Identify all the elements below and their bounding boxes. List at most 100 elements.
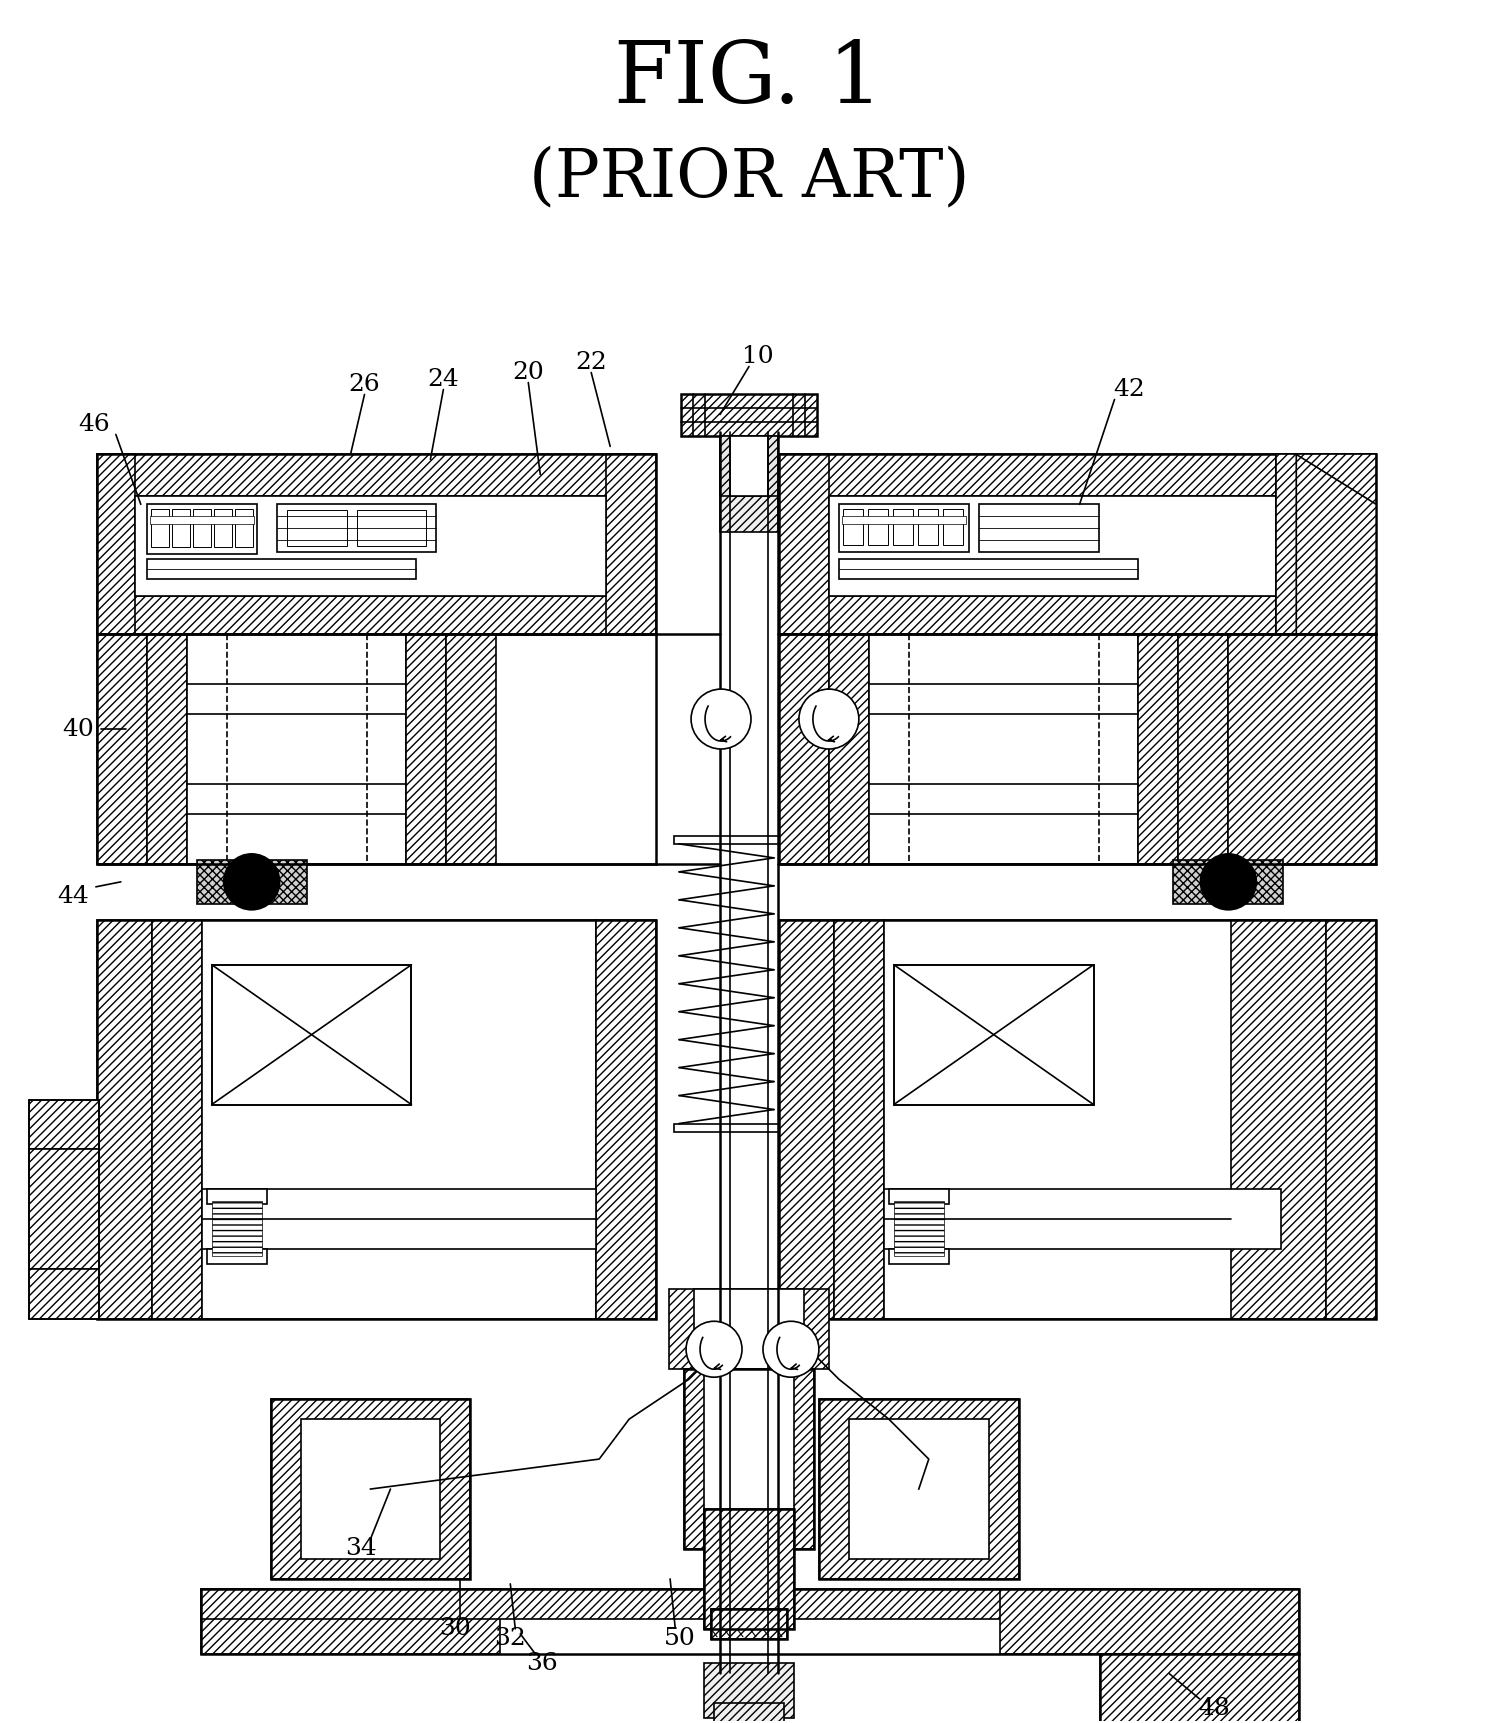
Text: 36: 36 bbox=[526, 1652, 559, 1675]
Text: 26: 26 bbox=[349, 372, 380, 396]
Bar bbox=[28, 1099, 99, 1320]
Bar bbox=[843, 510, 863, 544]
Bar bbox=[779, 455, 828, 634]
Bar bbox=[97, 920, 151, 1320]
Text: 42: 42 bbox=[1113, 377, 1146, 401]
Bar bbox=[712, 1609, 786, 1639]
Bar bbox=[97, 455, 656, 496]
Bar bbox=[277, 505, 436, 553]
Bar bbox=[1326, 920, 1377, 1320]
Bar bbox=[715, 1702, 783, 1723]
Bar bbox=[97, 920, 656, 1320]
Bar bbox=[670, 1289, 828, 1370]
Bar bbox=[211, 965, 412, 1104]
Bar bbox=[97, 455, 135, 634]
Polygon shape bbox=[1296, 455, 1377, 634]
Text: 24: 24 bbox=[427, 369, 460, 391]
Bar bbox=[779, 920, 834, 1320]
Bar bbox=[271, 1399, 470, 1578]
Circle shape bbox=[686, 1322, 742, 1377]
Text: 20: 20 bbox=[512, 362, 544, 384]
Bar bbox=[196, 860, 307, 905]
Bar bbox=[271, 1399, 470, 1578]
Bar bbox=[819, 1399, 1019, 1578]
Bar bbox=[842, 517, 966, 524]
Bar bbox=[1231, 920, 1326, 1320]
Bar bbox=[1276, 455, 1377, 634]
Bar bbox=[704, 1509, 794, 1628]
Bar bbox=[888, 1249, 948, 1265]
Text: 46: 46 bbox=[78, 414, 109, 436]
Bar bbox=[172, 510, 190, 548]
Circle shape bbox=[223, 855, 280, 910]
Bar bbox=[1100, 1654, 1299, 1723]
Circle shape bbox=[1200, 855, 1257, 910]
Bar bbox=[730, 436, 768, 496]
Bar bbox=[150, 517, 253, 524]
Bar bbox=[207, 1189, 267, 1204]
Bar bbox=[1179, 634, 1228, 863]
Bar bbox=[211, 1201, 262, 1256]
Bar bbox=[211, 965, 412, 1104]
Bar bbox=[682, 395, 816, 436]
Bar bbox=[712, 1609, 786, 1639]
Bar bbox=[406, 634, 446, 863]
Bar bbox=[849, 1420, 989, 1559]
Circle shape bbox=[762, 1322, 819, 1377]
Bar bbox=[779, 455, 1377, 496]
Bar bbox=[202, 1189, 596, 1249]
Bar bbox=[202, 920, 596, 1320]
Bar bbox=[201, 1589, 1299, 1620]
Bar bbox=[893, 510, 912, 544]
Bar bbox=[918, 510, 938, 544]
Bar bbox=[779, 634, 1377, 863]
Bar bbox=[894, 965, 1094, 1104]
Bar bbox=[1138, 634, 1179, 863]
Bar bbox=[721, 432, 777, 532]
Bar bbox=[839, 505, 969, 553]
Bar bbox=[357, 510, 427, 546]
Bar bbox=[193, 510, 211, 548]
Bar bbox=[685, 1370, 813, 1549]
Bar bbox=[704, 1509, 794, 1628]
Bar bbox=[978, 505, 1098, 553]
Bar bbox=[28, 1099, 99, 1149]
Text: 44: 44 bbox=[57, 886, 88, 908]
Bar bbox=[942, 510, 963, 544]
Text: 50: 50 bbox=[664, 1627, 697, 1651]
Bar bbox=[704, 1663, 794, 1718]
Bar bbox=[97, 634, 656, 863]
Bar bbox=[1100, 1654, 1299, 1723]
Bar bbox=[828, 496, 1276, 596]
Text: FIG. 1: FIG. 1 bbox=[614, 38, 884, 122]
Bar bbox=[147, 505, 256, 555]
Bar bbox=[235, 510, 253, 548]
Text: 32: 32 bbox=[494, 1627, 526, 1651]
Bar bbox=[704, 1370, 794, 1549]
Bar bbox=[97, 596, 656, 634]
Bar bbox=[884, 1189, 1281, 1249]
Bar bbox=[884, 920, 1281, 1320]
Bar bbox=[867, 510, 888, 544]
Bar bbox=[888, 1189, 948, 1204]
Bar bbox=[869, 634, 1138, 863]
Bar bbox=[779, 455, 1377, 634]
Bar bbox=[999, 1589, 1299, 1654]
Circle shape bbox=[798, 689, 858, 750]
Bar bbox=[301, 1420, 440, 1559]
Bar bbox=[819, 1399, 1019, 1578]
Bar bbox=[1276, 455, 1377, 634]
Bar bbox=[187, 634, 406, 863]
Bar bbox=[201, 1589, 500, 1654]
Text: 34: 34 bbox=[345, 1537, 376, 1561]
Bar bbox=[894, 1201, 944, 1256]
Bar bbox=[207, 1249, 267, 1265]
Bar bbox=[201, 1589, 1299, 1654]
Bar bbox=[286, 510, 346, 546]
Circle shape bbox=[691, 689, 750, 750]
Text: 10: 10 bbox=[742, 345, 774, 369]
Text: 48: 48 bbox=[1198, 1697, 1230, 1720]
Text: 30: 30 bbox=[439, 1618, 472, 1640]
Bar bbox=[828, 634, 869, 863]
Bar bbox=[147, 634, 187, 863]
